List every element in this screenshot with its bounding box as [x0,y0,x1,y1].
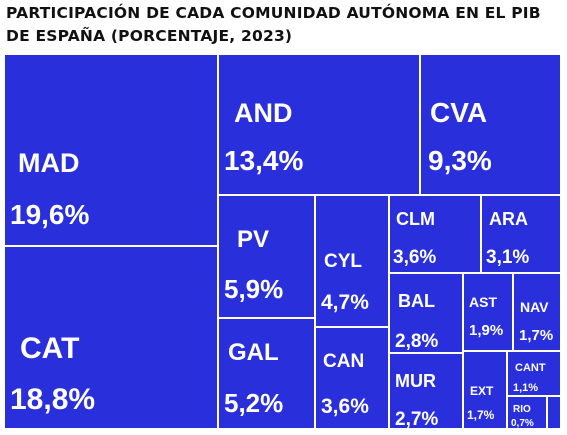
tile-value-ext: 1,7% [467,408,495,422]
tile-pv [217,194,316,319]
tile-name-clm: CLM [396,209,435,229]
tile-value-and: 13,4% [224,145,303,176]
tile-value-cyl: 4,7% [321,291,369,314]
tile-cva [419,53,562,196]
tile-name-ext: EXT [470,384,494,398]
tile-name-can: CAN [323,351,364,372]
tile-name-mur: MUR [395,371,436,391]
tile-can [314,326,390,430]
tile-name-cant: CANT [515,362,546,374]
tile-name-ara: ARA [489,209,528,229]
tile-name-pv: PV [237,226,269,253]
tile-bal [388,272,464,354]
tile-ast [462,272,514,352]
tile-name-mad: MAD [18,148,80,178]
tile-other [546,395,562,430]
tile-value-cat: 18,8% [10,383,95,416]
tile-name-bal: BAL [398,291,435,311]
tile-value-cant: 1,1% [513,382,538,394]
tile-name-cyl: CYL [324,251,362,272]
tile-value-can: 3,6% [321,395,369,418]
tile-value-mur: 2,7% [395,409,438,430]
tile-value-rio: 0,7% [511,418,534,429]
tile-value-bal: 2,8% [395,331,438,352]
tile-mad [3,53,219,247]
tile-value-ast: 1,9% [469,322,503,339]
tile-value-cva: 9,3% [428,145,492,176]
tile-value-gal: 5,2% [224,388,283,418]
tile-clm [388,194,482,274]
tile-name-cva: CVA [430,97,487,128]
tile-name-nav: NAV [520,299,549,315]
tile-value-clm: 3,6% [393,247,436,268]
tile-value-mad: 19,6% [10,199,89,230]
tile-name-ast: AST [469,294,497,310]
tile-gal [217,317,316,430]
tile-value-ara: 3,1% [486,247,529,268]
chart-title: PARTICIPACIÓN DE CADA COMUNIDAD AUTÓNOMA… [6,4,541,45]
tile-name-cat: CAT [20,332,79,365]
tile-rio [506,395,548,430]
tile-mur [388,352,464,430]
tile-value-pv: 5,9% [224,274,283,304]
tile-value-nav: 1,7% [519,327,553,344]
tile-name-gal: GAL [228,339,279,366]
tile-name-rio: RIO [513,404,531,415]
tile-name-and: AND [234,98,293,128]
tile-and [217,53,421,196]
